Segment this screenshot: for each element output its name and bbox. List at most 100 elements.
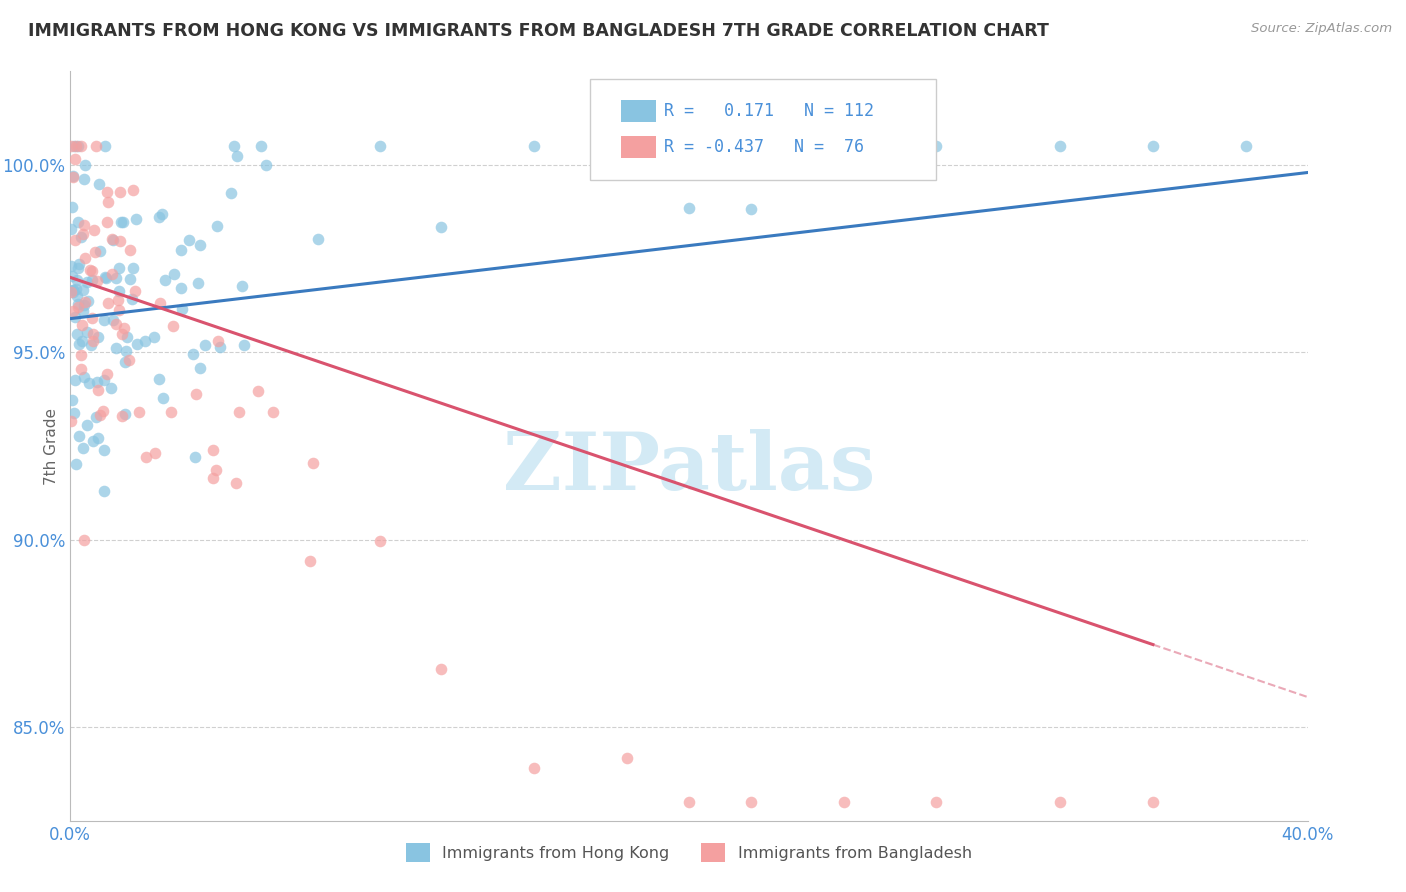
Point [60,201,83,215]
Point [63,152,86,166]
Point [112,215,135,229]
Point [262,405,284,419]
Point [1049,139,1071,153]
Point [114,355,136,369]
Point [114,344,136,359]
Y-axis label: 7th Grade: 7th Grade [44,408,59,484]
Point [430,220,453,235]
Point [208,340,231,354]
Point [145,446,167,460]
Point [72,227,94,241]
Point [66,300,89,314]
Point [301,457,323,471]
Point [368,139,391,153]
Point [80,264,103,278]
Point [84,409,107,424]
Point [188,361,211,376]
Point [101,234,124,248]
Point [72,283,94,297]
Point [228,405,250,419]
Point [105,341,128,355]
Point [86,431,108,445]
Point [65,139,87,153]
Point [60,222,83,236]
Point [118,353,141,368]
Point [82,311,104,326]
Point [225,475,247,490]
Point [740,795,762,809]
Point [76,418,98,433]
Point [194,337,217,351]
Point [93,313,115,327]
Point [201,442,224,457]
Point [107,260,129,275]
Point [150,206,173,220]
Point [80,338,103,352]
Point [925,139,948,153]
Point [97,195,120,210]
Point [233,338,256,352]
Point [82,334,104,348]
Point [60,139,83,153]
Point [93,483,115,498]
Point [121,292,143,306]
Point [188,237,211,252]
Point [66,139,89,153]
Point [125,211,148,226]
Point [832,795,855,809]
Text: IMMIGRANTS FROM HONG KONG VS IMMIGRANTS FROM BANGLADESH 7TH GRADE CORRELATION CH: IMMIGRANTS FROM HONG KONG VS IMMIGRANTS … [28,22,1049,40]
Point [62,169,84,184]
Point [1142,795,1164,809]
Point [117,330,139,344]
Point [62,406,84,420]
Point [62,169,84,183]
Point [73,251,96,265]
Point [66,289,89,303]
Point [76,294,98,309]
Point [585,139,607,153]
Point [231,278,253,293]
Point [177,233,200,247]
Point [63,310,86,324]
Point [76,276,98,290]
Point [120,272,142,286]
Point [70,230,93,244]
Point [82,327,104,342]
Point [67,337,90,351]
Point [101,313,124,327]
Point [73,533,96,548]
Point [153,273,176,287]
Text: Source: ZipAtlas.com: Source: ZipAtlas.com [1251,22,1392,36]
Point [187,277,209,291]
Point [250,139,273,153]
Point [134,334,156,348]
Point [79,263,101,277]
Point [96,185,118,199]
Point [62,304,84,318]
Point [219,186,242,200]
Point [678,795,700,809]
Point [62,285,84,300]
Point [184,450,207,464]
Point [207,334,229,349]
Point [73,172,96,186]
Point [225,149,247,163]
Point [100,381,122,395]
Point [65,282,87,296]
Point [142,329,165,343]
Point [110,326,132,341]
Point [89,408,111,422]
Point [523,139,546,153]
Point [65,326,87,341]
Point [86,375,108,389]
Point [170,301,193,316]
Point [523,761,546,775]
Point [70,362,93,376]
Point [93,442,115,457]
Point [108,285,131,299]
Point [135,450,157,464]
Point [60,414,83,428]
Point [70,318,93,332]
Bar [621,136,655,158]
Point [60,393,83,408]
